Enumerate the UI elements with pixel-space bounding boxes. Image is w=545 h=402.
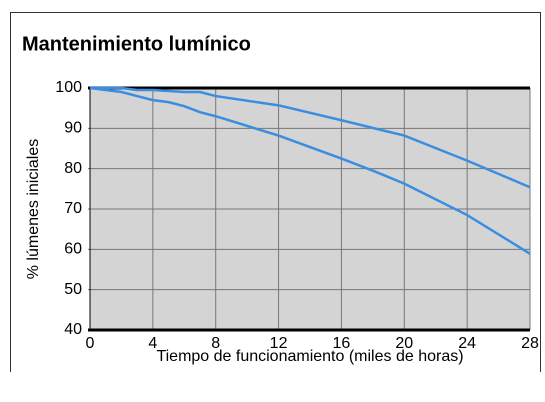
- x-tick-label: 16: [333, 335, 351, 352]
- y-tick-label: 100: [55, 79, 82, 96]
- x-tick-label: 20: [395, 335, 413, 352]
- y-tick-label: 90: [64, 120, 82, 137]
- x-tick-label: 12: [270, 335, 288, 352]
- y-tick-label: 70: [64, 200, 82, 217]
- y-tick-label: 80: [64, 160, 82, 177]
- series-line: [89, 86, 531, 255]
- x-tick-label: 8: [211, 335, 220, 352]
- y-axis-label: % lúmenes iniciales: [25, 139, 42, 280]
- x-tick-label: 24: [458, 335, 476, 352]
- panel-border: [10, 12, 541, 372]
- series-line: [90, 86, 531, 189]
- chart-title: Mantenimiento lumínico: [22, 33, 251, 55]
- x-tick-label: 28: [521, 335, 539, 352]
- x-tick-label: 0: [86, 335, 95, 352]
- y-tick-label: 40: [64, 321, 82, 338]
- x-tick-label: 4: [148, 335, 157, 352]
- x-axis-label: Tiempo de funcionamiento (miles de horas…: [156, 348, 463, 365]
- y-tick-label: 60: [64, 241, 82, 258]
- y-tick-label: 50: [64, 281, 82, 298]
